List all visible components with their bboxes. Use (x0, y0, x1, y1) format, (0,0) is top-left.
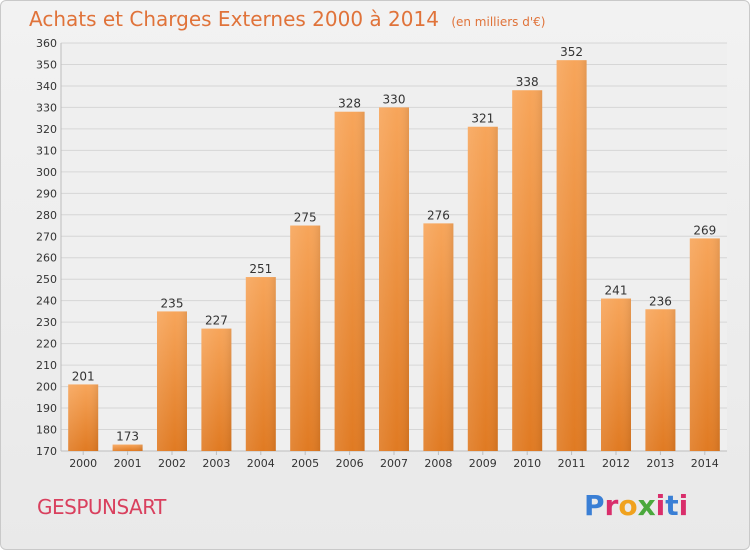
x-tick-label: 2005 (291, 457, 319, 470)
bar-shade (112, 444, 143, 451)
x-tick-label: 2004 (247, 457, 275, 470)
y-tick-label: 230 (36, 316, 57, 329)
y-tick-label: 170 (36, 445, 57, 458)
x-tick-label: 2003 (202, 457, 230, 470)
logo-letter: o (618, 489, 638, 522)
bar-shade (245, 277, 276, 451)
logo-letter: x (637, 489, 656, 522)
bar-shade (645, 309, 676, 451)
logo-letter: i (678, 489, 689, 522)
x-tick-label: 2008 (424, 457, 452, 470)
bar-shade (467, 126, 498, 451)
bar-value-label: 227 (205, 314, 228, 328)
chart-title-text: Achats et Charges Externes 2000 à 2014 (29, 7, 439, 31)
bars (68, 60, 720, 452)
logo-letter: P (584, 489, 605, 522)
proxiti-logo: Proxiti (584, 489, 688, 522)
y-tick-label: 340 (36, 80, 57, 93)
y-tick-label: 300 (36, 166, 57, 179)
bar-value-label: 173 (116, 430, 139, 444)
chart-title: Achats et Charges Externes 2000 à 2014 (… (29, 7, 545, 31)
y-axis-ticks: 170 180 190 200 210 220 230 240 250 260 270 280 290 3… (36, 37, 57, 458)
y-tick-label: 240 (36, 295, 57, 308)
bar-value-label: 338 (516, 75, 539, 89)
x-tick-label: 2000 (69, 457, 97, 470)
y-tick-label: 320 (36, 123, 57, 136)
y-tick-label: 350 (36, 58, 57, 71)
y-tick-label: 360 (36, 37, 57, 50)
bar-shade (68, 384, 99, 451)
bar-shade (512, 90, 543, 452)
y-tick-label: 220 (36, 338, 57, 351)
y-tick-label: 290 (36, 187, 57, 200)
x-tick-label: 2002 (158, 457, 186, 470)
x-tick-label: 2007 (380, 457, 408, 470)
data-labels: 201 173 235 227 251 275 328 330 276 321 338 352 241 2… (72, 45, 717, 443)
logo-letter: r (604, 489, 619, 522)
x-tick-label: 2013 (646, 457, 674, 470)
bar-shade (556, 60, 587, 451)
bar-shade (157, 311, 187, 451)
y-tick-label: 200 (36, 381, 57, 394)
bar-shade (334, 111, 365, 451)
y-tick-label: 190 (36, 402, 57, 415)
x-tick-label: 2010 (513, 457, 541, 470)
bar-shade (423, 223, 454, 451)
x-tick-label: 2012 (602, 457, 630, 470)
bar-shade (201, 328, 232, 451)
logo-letter: i (655, 489, 666, 522)
x-tick-label: 2001 (114, 457, 142, 470)
bar-value-label: 275 (294, 211, 317, 225)
y-tick-label: 210 (36, 359, 57, 372)
bar-value-label: 352 (560, 45, 583, 59)
y-tick-label: 270 (36, 230, 57, 243)
x-axis-ticks: 2000 2001 2002 2003 2004 2005 2006 2007 2008 2009… (69, 451, 719, 470)
y-tick-label: 330 (36, 101, 57, 114)
chart-unit-note: (en milliers d'€) (451, 15, 546, 29)
y-tick-label: 260 (36, 252, 57, 265)
bar-value-label: 251 (249, 262, 272, 276)
bar-value-label: 236 (649, 294, 672, 308)
y-tick-label: 250 (36, 273, 57, 286)
bar-value-label: 269 (693, 223, 716, 237)
bar-value-label: 321 (471, 112, 494, 126)
city-name: GESPUNSART (37, 495, 166, 519)
bar-shade (601, 298, 631, 451)
x-tick-label: 2009 (469, 457, 497, 470)
x-tick-label: 2011 (558, 457, 586, 470)
y-tick-label: 280 (36, 209, 57, 222)
bar-value-label: 201 (72, 369, 95, 383)
y-tick-label: 310 (36, 144, 57, 157)
bar-value-label: 235 (161, 296, 184, 310)
x-tick-label: 2014 (691, 457, 719, 470)
bar-shade (290, 225, 321, 451)
bar-value-label: 241 (605, 284, 628, 298)
bar-value-label: 328 (338, 97, 361, 111)
bar-shade (379, 107, 409, 451)
bar-shade (689, 238, 720, 451)
bar-value-label: 330 (383, 92, 406, 106)
x-tick-label: 2006 (336, 457, 364, 470)
bar-value-label: 276 (427, 208, 450, 222)
y-tick-label: 180 (36, 424, 57, 437)
logo-letter: t (665, 489, 679, 522)
